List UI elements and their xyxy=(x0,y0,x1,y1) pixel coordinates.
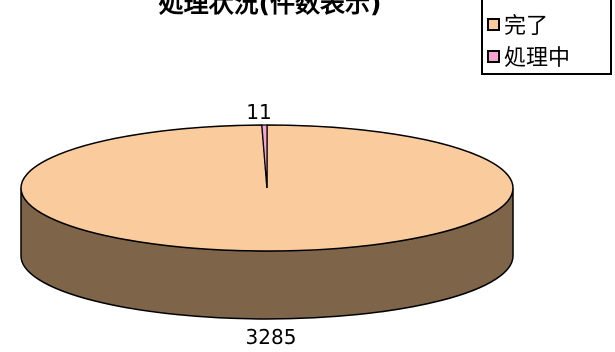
legend-swatch-processing xyxy=(487,49,500,63)
legend: 完了 処理中 xyxy=(481,0,612,75)
data-label-complete: 3285 xyxy=(246,325,297,349)
pie-slice-processing xyxy=(261,124,268,189)
legend-item-complete: 完了 xyxy=(487,8,548,40)
legend-label-processing: 処理中 xyxy=(504,46,571,71)
legend-swatch-complete xyxy=(487,17,500,31)
legend-item-processing: 処理中 xyxy=(487,40,570,72)
legend-label-complete: 完了 xyxy=(504,14,549,39)
data-label-processing: 11 xyxy=(246,100,271,124)
chart-title: 処理状況(件数表示) xyxy=(158,0,382,18)
